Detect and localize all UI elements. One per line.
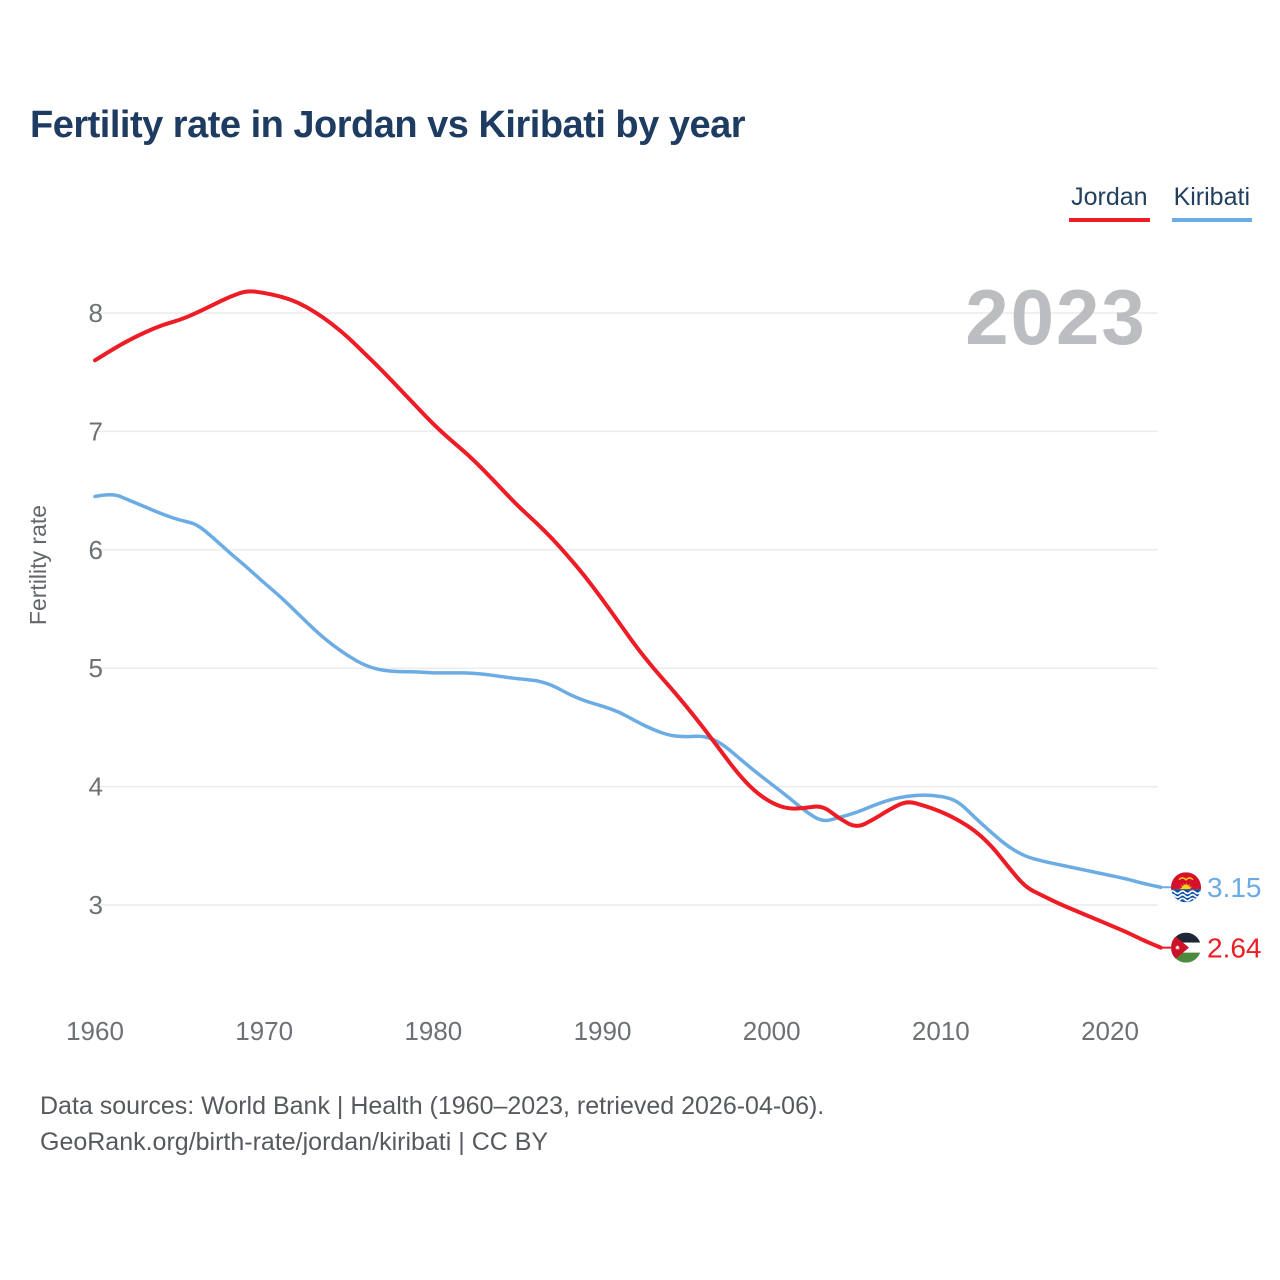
x-tick-label-1980: 1980 <box>404 1016 462 1046</box>
footer-attribution-line: GeoRank.org/birth-rate/jordan/kiribati |… <box>40 1128 549 1156</box>
page-title: Fertility rate in Jordan vs Kiribati by … <box>30 104 746 146</box>
jordan-line-series <box>93 289 1163 950</box>
jordan-end-value: 2.64 <box>1207 933 1262 964</box>
y-tick-label-7: 7 <box>89 416 103 446</box>
y-tick-label-5: 5 <box>89 653 103 683</box>
x-tick-label-1960: 1960 <box>66 1016 124 1046</box>
y-tick-label-4: 4 <box>89 772 103 802</box>
x-tick-label-1990: 1990 <box>574 1016 632 1046</box>
legend: Jordan Kiribati <box>1069 183 1252 222</box>
x-tick-label-2000: 2000 <box>743 1016 801 1046</box>
watermark-year: 2023 <box>965 273 1147 361</box>
kiribati-flag-icon <box>1171 872 1201 903</box>
legend-item-kiribati[interactable]: Kiribati <box>1171 183 1252 222</box>
y-axis-title: Fertility rate <box>25 505 51 625</box>
y-tick-label-3: 3 <box>89 890 103 920</box>
x-tick-label-2010: 2010 <box>912 1016 970 1046</box>
x-tick-label-1970: 1970 <box>235 1016 293 1046</box>
y-tick-label-6: 6 <box>89 535 103 565</box>
x-tick-label-2020: 2020 <box>1081 1016 1139 1046</box>
y-tick-label-8: 8 <box>89 298 103 328</box>
jordan-flag-icon <box>1171 932 1201 963</box>
legend-item-jordan[interactable]: Jordan <box>1069 183 1150 222</box>
kiribati-end-value: 3.15 <box>1207 872 1262 903</box>
kiribati-line-series <box>93 492 1163 889</box>
footer-sources-line: Data sources: World Bank | Health (1960–… <box>40 1092 825 1120</box>
footer: Data sources: World Bank | Health (1960–… <box>40 1088 824 1160</box>
